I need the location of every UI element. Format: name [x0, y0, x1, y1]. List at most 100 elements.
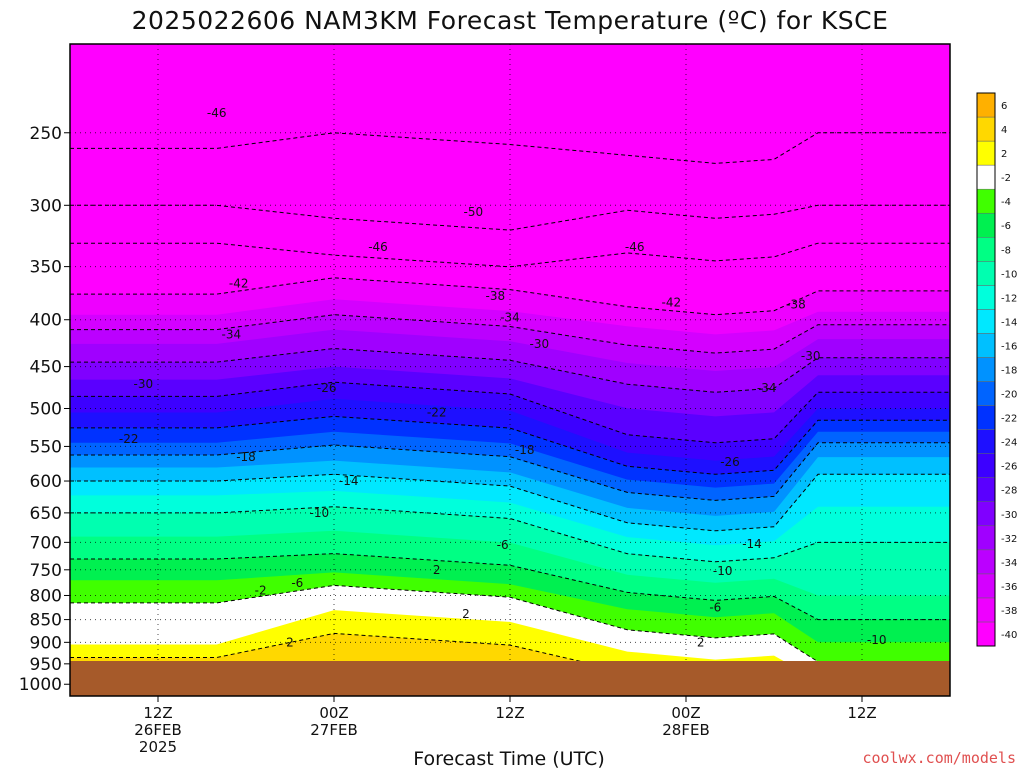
- x-tick-label: 28FEB: [662, 721, 709, 739]
- credit-text: coolwx.com/models: [862, 749, 1016, 767]
- y-tick-label: 350: [30, 258, 62, 278]
- colorbar-swatch: [976, 212, 996, 238]
- contour-line-4: [70, 347, 950, 393]
- colorbar-label: -26: [1001, 462, 1017, 473]
- ground-surface: [70, 661, 950, 696]
- contour-label: -34: [500, 311, 520, 325]
- contour-line-0: [70, 277, 950, 316]
- contour-label: 2: [697, 635, 705, 649]
- x-tick-label: 12Z: [495, 704, 524, 722]
- colorbar-swatch: [976, 453, 996, 478]
- colorbar-label: -18: [1001, 366, 1017, 377]
- x-tick-label: 12Z: [143, 704, 172, 722]
- contour-line-16: [70, 553, 950, 621]
- colorbar-label: -20: [1001, 390, 1017, 401]
- x-tick-label: 00Z: [319, 704, 348, 722]
- temperature-bands: [70, 44, 950, 696]
- colorbar-label: -14: [1001, 317, 1017, 328]
- colorbar-swatch: [976, 597, 996, 623]
- contour-label: -46: [625, 240, 645, 254]
- colorbar-frame: [976, 92, 996, 647]
- y-tick-label: 450: [30, 358, 62, 378]
- contour-label: -6: [291, 576, 303, 590]
- contour-label: -26: [720, 455, 740, 469]
- colorbar-label: -36: [1001, 582, 1017, 593]
- colorbar-swatch: [976, 549, 996, 575]
- colorbar-swatch: [976, 405, 996, 430]
- y-axis: 2503003504004505005506006507007508008509…: [19, 124, 70, 695]
- colorbar-label: -30: [1001, 510, 1017, 521]
- y-tick-label: 600: [30, 472, 62, 492]
- contour-line-18: [70, 584, 950, 663]
- colorbar-swatch: [976, 501, 996, 527]
- colorbar-label: -40: [1001, 630, 1017, 641]
- colorbar-swatch: [976, 333, 996, 358]
- y-tick-label: 800: [30, 586, 62, 606]
- y-tick-label: 550: [30, 437, 62, 457]
- colorbar-label: -22: [1001, 414, 1017, 425]
- colorbar-label: -28: [1001, 486, 1017, 497]
- contour-line-12: [70, 473, 950, 532]
- contour-label: -18: [515, 443, 535, 457]
- contour-label: -10: [867, 633, 887, 647]
- x-axis-title: Forecast Time (UTC): [413, 748, 604, 768]
- colorbar-swatch: [976, 573, 996, 599]
- contour-label: -10: [310, 506, 330, 520]
- colorbar-label: -8: [1001, 245, 1011, 256]
- contour-label: 2: [462, 607, 470, 621]
- contour-label: -42: [229, 276, 249, 290]
- colorbar-swatch: [976, 525, 996, 551]
- y-tick-label: 750: [30, 561, 62, 581]
- contour-label: -38: [786, 298, 806, 312]
- colorbar-swatch: [976, 92, 996, 118]
- contour-label: -30: [530, 337, 550, 351]
- contour-label: -18: [236, 450, 256, 464]
- x-tick-label: 27FEB: [310, 721, 357, 739]
- colorbar-swatch: [976, 164, 996, 190]
- y-tick-label: 300: [30, 196, 62, 216]
- contour-line-8: [70, 415, 950, 475]
- colorbar-label: -16: [1001, 341, 1017, 352]
- colorbar-swatch: [976, 140, 996, 166]
- contour-label: -50: [464, 205, 484, 219]
- contour-line-2: [70, 314, 950, 354]
- colorbar-label: -2: [1001, 173, 1011, 184]
- y-tick-label: 500: [30, 400, 62, 420]
- colorbar-label: -6: [1001, 221, 1011, 232]
- colorbar-label: -4: [1001, 197, 1011, 208]
- colorbar-label: 4: [1001, 125, 1007, 136]
- colorbar-swatch: [976, 261, 996, 286]
- contour-label: 2: [433, 563, 441, 577]
- colorbar-swatch: [976, 357, 996, 382]
- y-tick-label: 700: [30, 533, 62, 553]
- contour-label: -22: [427, 405, 447, 419]
- contour-labels: -46-50-46 -46-42-38 -42 -38-34-34-30-30-30-…: [119, 106, 887, 649]
- contour-label: -46: [207, 106, 227, 120]
- colorbar-label: -34: [1001, 558, 1017, 569]
- y-tick-label: 250: [30, 124, 62, 144]
- contour-label: -42: [662, 295, 682, 309]
- contour-label: -34: [757, 381, 777, 395]
- colorbar-label: -12: [1001, 293, 1017, 304]
- contour-label: -14: [339, 474, 359, 488]
- colorbar-swatch: [976, 381, 996, 406]
- y-tick-label: 650: [30, 504, 62, 524]
- colorbar-label: 2: [1001, 149, 1007, 160]
- contour-line-10: [70, 442, 950, 501]
- y-tick-label: 1000: [19, 675, 62, 695]
- colorbar-label: -38: [1001, 606, 1017, 617]
- contour-label: -30: [134, 377, 154, 391]
- x-tick-label: 12Z: [847, 704, 876, 722]
- y-tick-label: 900: [30, 633, 62, 653]
- contour-label: -46: [368, 240, 388, 254]
- contour-label: -6: [709, 601, 721, 615]
- colorbar: -40-38-36-34-32-30-28-26-24-22-20-18-16-…: [976, 92, 1017, 647]
- contour-label: -26: [317, 381, 337, 395]
- colorbar-swatch: [976, 116, 996, 142]
- contour-label: -22: [119, 432, 139, 446]
- x-tick-label: 26FEB: [134, 721, 181, 739]
- colorbar-label: -24: [1001, 438, 1017, 449]
- colorbar-swatch: [976, 477, 996, 502]
